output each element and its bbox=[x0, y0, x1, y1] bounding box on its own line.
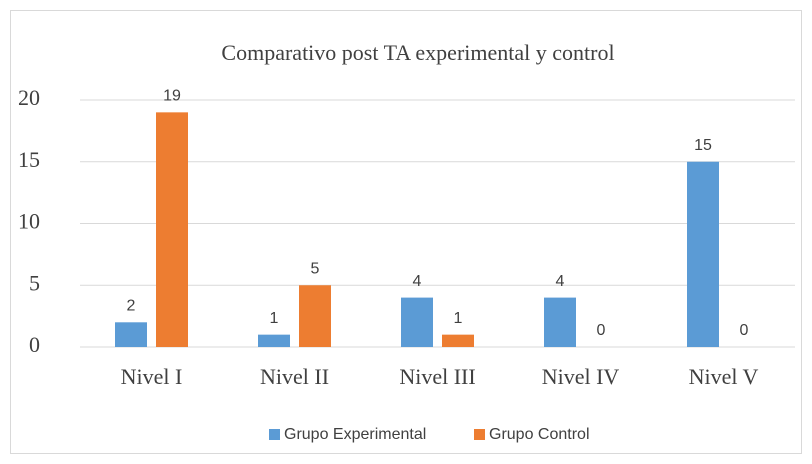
bar bbox=[156, 112, 188, 347]
x-tick-label: Nivel III bbox=[399, 364, 475, 389]
bar bbox=[299, 285, 331, 347]
chart-title: Comparativo post TA experimental y contr… bbox=[221, 40, 614, 65]
data-label: 4 bbox=[413, 273, 422, 290]
x-tick-label: Nivel V bbox=[689, 364, 759, 389]
y-tick-label: 20 bbox=[18, 85, 40, 110]
chart-border bbox=[10, 10, 802, 454]
data-label: 1 bbox=[270, 310, 279, 327]
bar bbox=[544, 297, 576, 347]
y-tick-label: 10 bbox=[18, 209, 40, 234]
bar bbox=[687, 161, 719, 347]
data-label: 5 bbox=[311, 260, 320, 277]
legend-label: Grupo Control bbox=[489, 426, 590, 443]
data-label: 1 bbox=[454, 310, 463, 327]
legend-swatch bbox=[269, 429, 280, 440]
y-tick-label: 15 bbox=[18, 147, 40, 172]
data-label: 4 bbox=[556, 273, 565, 290]
data-label: 2 bbox=[127, 298, 136, 315]
data-label: 0 bbox=[740, 322, 749, 339]
data-label: 15 bbox=[694, 137, 712, 154]
y-tick-label: 5 bbox=[29, 270, 40, 295]
data-label: 0 bbox=[597, 322, 606, 339]
data-label: 19 bbox=[163, 88, 181, 105]
bar bbox=[442, 334, 474, 347]
legend-label: Grupo Experimental bbox=[284, 426, 426, 443]
bar bbox=[401, 297, 433, 347]
y-tick-label: 0 bbox=[29, 332, 40, 357]
x-tick-label: Nivel II bbox=[260, 364, 329, 389]
x-tick-label: Nivel I bbox=[121, 364, 183, 389]
bar bbox=[115, 322, 147, 347]
legend-swatch bbox=[474, 429, 485, 440]
x-tick-label: Nivel IV bbox=[542, 364, 620, 389]
bar bbox=[258, 334, 290, 347]
